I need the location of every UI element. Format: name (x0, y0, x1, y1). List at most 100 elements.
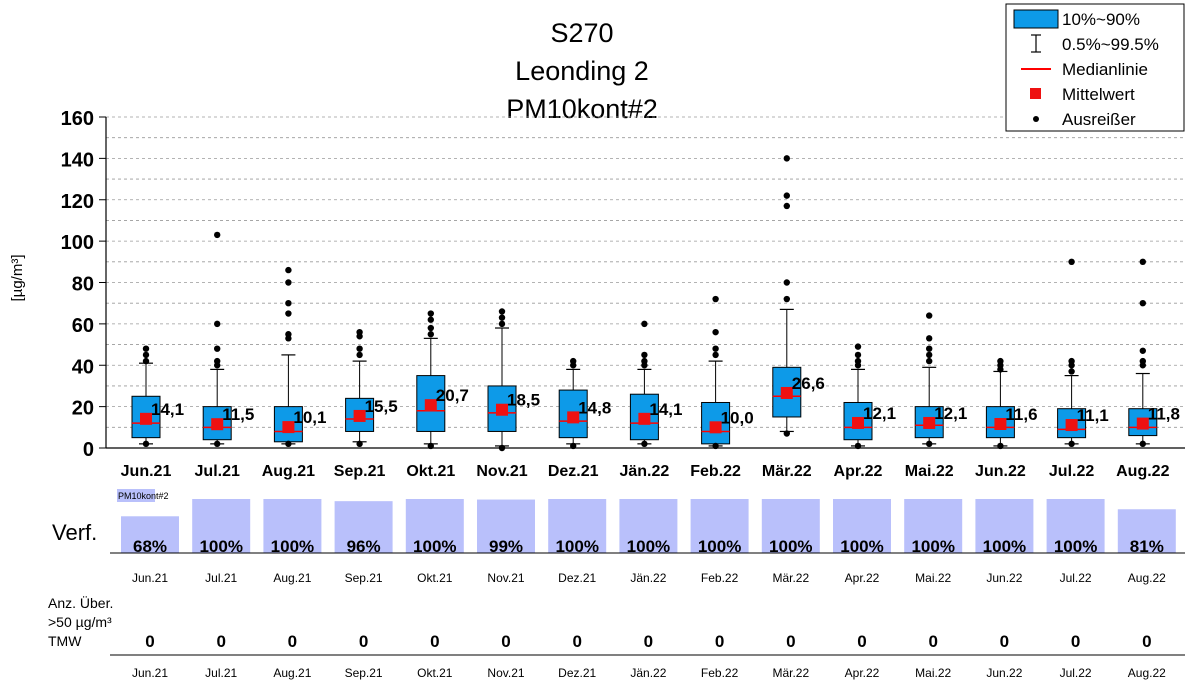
exceedance-x-tick-label: Aug.21 (273, 666, 311, 680)
exceedance-value: 0 (1071, 632, 1080, 651)
outlier-point (712, 295, 719, 303)
exceedance-value: 0 (857, 632, 866, 651)
mean-marker (994, 418, 1007, 431)
y-tick-label: 160 (61, 108, 94, 130)
mean-value-label: 14,1 (649, 400, 682, 419)
outlier-point (783, 295, 790, 303)
mean-marker (211, 418, 224, 431)
x-tick-label: Jän.22 (619, 463, 669, 480)
box-group: 14,8 (558, 357, 611, 450)
y-tick-label: 40 (72, 356, 94, 378)
mean-value-label: 11,6 (1005, 405, 1037, 424)
availability-bar (1046, 499, 1105, 553)
x-tick-label: Dez.21 (548, 463, 599, 480)
outlier-point (1139, 347, 1147, 354)
mean-value-label: 20,7 (436, 386, 469, 405)
mean-value-label: 10,0 (721, 408, 754, 427)
availability-value-label: 100% (627, 537, 670, 556)
legend-label-outlier: Ausreißer (1062, 110, 1136, 129)
outlier-point (854, 357, 862, 365)
y-tick-labels: 0 20 40 60 80 100 120 140 160 (61, 108, 94, 461)
availability-x-tick-label: Jul.21 (205, 571, 237, 585)
outlier-point (285, 310, 292, 317)
box-group: 11,1 (1057, 258, 1109, 448)
outlier-point (926, 351, 933, 359)
outlier-point (712, 442, 719, 450)
availability-value-label: 100% (911, 537, 954, 556)
outlier-point (214, 320, 221, 328)
mean-value-label: 11,1 (1077, 406, 1109, 425)
availability-value-label: 68% (133, 537, 167, 556)
availability-value-label: 99% (489, 537, 523, 556)
availability-panel: PM10kont#2 Verf. 68% 100% 100% 96% 100% 99% 10… (52, 489, 1185, 585)
outlier-point (1139, 357, 1147, 365)
mean-marker (1136, 417, 1149, 430)
exceedance-panel: Anz. Über. >50 µg/m³ TMW 0Jun.210Jul.210… (48, 594, 1185, 680)
availability-bars: 68% 100% 100% 96% 100% 99% 100% 100% 100% 100% 100… (121, 499, 1176, 556)
outlier-point (356, 328, 363, 336)
x-tick-label: Feb.22 (690, 463, 741, 480)
availability-bar (263, 499, 322, 553)
outlier-point (356, 440, 363, 448)
box-group: 10,0 (701, 295, 754, 450)
outlier-point (1139, 258, 1147, 266)
outlier-point (783, 192, 790, 199)
box-group: 11,5 (202, 231, 254, 448)
box-group: 15,5 (345, 328, 398, 448)
availability-bar (1117, 509, 1176, 553)
outlier-point (498, 308, 506, 315)
box-group: 18,5 (487, 308, 540, 452)
availability-x-tick-label: Jun.22 (986, 571, 1022, 585)
mean-value-label: 26,6 (792, 374, 825, 393)
box-group: 20,7 (416, 310, 469, 450)
mean-marker (140, 412, 152, 425)
exceedance-row-label-line-2: >50 µg/m³ (48, 614, 112, 630)
mean-marker (709, 421, 722, 434)
availability-x-tick-label: Nov.21 (487, 571, 524, 585)
y-tick-label: 0 (83, 439, 94, 461)
exceedance-row-label-line-1: Anz. Über. (48, 594, 113, 611)
legend-box-swatch (1013, 9, 1059, 29)
chart-title-line-1: S270 (550, 18, 613, 48)
exceedance-value: 0 (928, 632, 937, 651)
availability-value-label: 81% (1130, 537, 1164, 556)
chart-title-line-2: Leonding 2 (515, 56, 649, 86)
x-tick-label: Sep.21 (334, 463, 386, 480)
y-axis-label: [µg/m³] (9, 255, 26, 302)
availability-x-tick-label: Feb.22 (701, 571, 739, 585)
mean-marker (567, 411, 580, 424)
availability-value-label: 100% (769, 537, 812, 556)
exceedance-x-tick-label: Jul.22 (1060, 666, 1092, 680)
availability-x-tick-label: Dez.21 (558, 571, 596, 585)
outlier-point (285, 266, 292, 274)
availability-value-label: 100% (271, 537, 314, 556)
outlier-point (285, 440, 292, 448)
x-tick-label: Aug.22 (1116, 463, 1169, 480)
outlier-point (570, 357, 577, 365)
box-group: 14,1 (131, 345, 184, 448)
exceedance-value: 0 (1142, 632, 1151, 651)
outlier-point (285, 279, 292, 286)
box-group: 14,1 (629, 320, 682, 448)
outlier-point (641, 320, 648, 328)
availability-value-label: 100% (199, 537, 242, 556)
mean-marker (1065, 419, 1078, 432)
availability-bar (192, 499, 251, 553)
exceedance-value: 0 (145, 632, 154, 651)
exceedance-x-tick-label: Dez.21 (558, 666, 596, 680)
exceedance-value: 0 (288, 632, 297, 651)
availability-x-tick-label: Mai.22 (915, 571, 951, 585)
availability-bar (548, 499, 607, 553)
availability-x-tick-label: Okt.21 (417, 571, 453, 585)
outlier-point (783, 202, 790, 210)
mean-marker (852, 416, 864, 429)
exceedance-x-tick-label: Okt.21 (417, 666, 453, 680)
box-series: 14,1 11,5 10,1 15,5 20,7 18,5 14,8 14,1 10,0 26,6… (131, 155, 1180, 452)
outlier-point (641, 357, 648, 365)
x-tick-label: Aug.21 (262, 463, 315, 480)
availability-x-tick-label: Apr.22 (845, 571, 880, 585)
outlier-point (783, 430, 790, 437)
chart-title: S270 Leonding 2 PM10kont#2 (506, 18, 658, 124)
exceedance-x-tick-label: Jun.22 (986, 666, 1022, 680)
x-tick-labels: Jun.21 Jul.21 Aug.21 Sep.21 Okt.21 Nov.21 Dez.… (121, 463, 1170, 480)
